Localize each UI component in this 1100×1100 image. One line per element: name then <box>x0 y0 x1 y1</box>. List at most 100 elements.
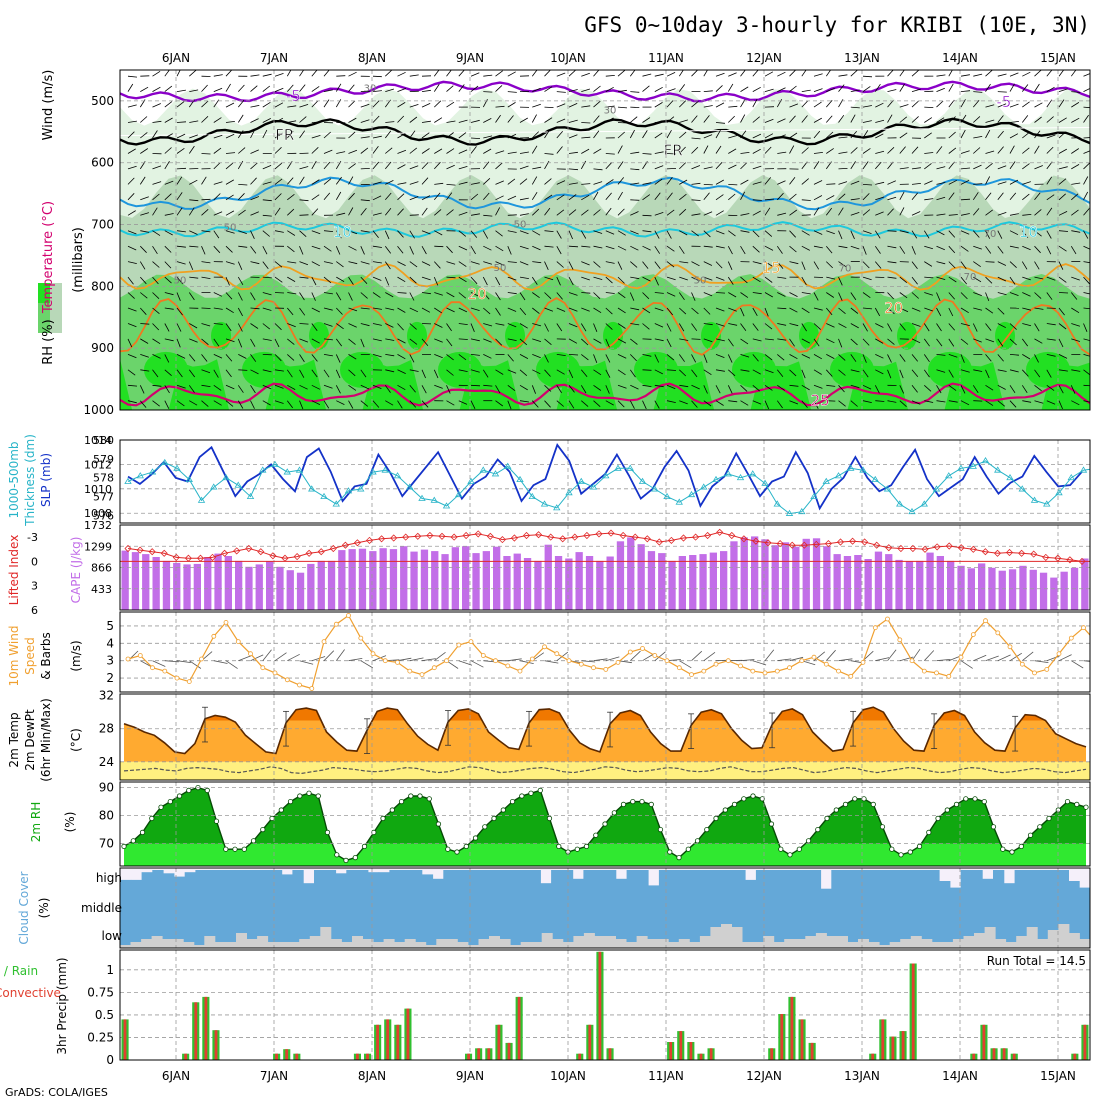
cloud-low-bar <box>341 942 353 948</box>
credit-label: GrADS: COLA/IGES <box>5 1086 108 1099</box>
barb <box>335 385 341 394</box>
barb <box>237 261 243 270</box>
barb <box>360 246 365 255</box>
barb <box>826 183 836 185</box>
cloud-high-bar <box>831 870 843 892</box>
wind10-barb <box>703 651 716 662</box>
barb <box>409 261 418 268</box>
barb <box>140 196 149 201</box>
barb <box>850 89 860 92</box>
cloud-labels: Cloud Cover (%) <box>17 871 51 944</box>
barb <box>642 354 652 357</box>
barb <box>1046 384 1055 391</box>
barb <box>936 245 945 251</box>
y-tick-rh-90: 90 <box>99 781 114 795</box>
barb <box>360 103 370 108</box>
wind10-barb <box>1058 654 1072 662</box>
barb <box>176 261 186 265</box>
li-marker <box>148 548 156 556</box>
barb <box>483 338 492 343</box>
barb <box>703 261 713 266</box>
barb <box>299 276 309 279</box>
barb <box>948 338 955 347</box>
barb <box>311 245 321 250</box>
barb <box>960 99 966 108</box>
barb <box>654 261 661 269</box>
barb <box>752 369 761 375</box>
y-tick-slp-1008: 1008 <box>84 507 112 520</box>
barb <box>1046 354 1056 357</box>
precip-conv-bar <box>911 963 915 1060</box>
li-marker <box>692 533 700 541</box>
barb <box>189 230 198 235</box>
barb <box>936 307 942 317</box>
wind10-barb <box>1046 655 1061 662</box>
barb <box>348 384 357 391</box>
wind10-barb <box>1022 651 1034 662</box>
barb <box>777 192 784 201</box>
barb <box>630 276 640 280</box>
barb <box>152 165 162 170</box>
barb <box>666 168 677 170</box>
barb <box>1070 292 1078 300</box>
barb <box>311 147 319 154</box>
barb <box>336 151 346 154</box>
barb <box>299 214 309 216</box>
thickness-marker <box>442 502 451 509</box>
barb <box>973 147 981 154</box>
barb <box>519 197 529 201</box>
barb <box>960 230 970 235</box>
barb <box>507 276 517 281</box>
wind10-barbs <box>127 648 1090 669</box>
barb <box>838 354 846 361</box>
barb <box>985 70 993 77</box>
barb <box>654 102 663 108</box>
barb <box>507 133 517 139</box>
barb <box>470 338 480 342</box>
barb <box>911 70 919 77</box>
barb <box>335 83 342 92</box>
barb <box>911 167 921 170</box>
barb <box>960 90 971 92</box>
barb <box>262 85 271 92</box>
barb <box>372 161 380 170</box>
thickness-marker <box>136 472 144 479</box>
rh-layer-3 <box>120 358 1090 410</box>
barb <box>679 369 687 377</box>
barb <box>385 323 394 328</box>
rh2m-point <box>685 846 691 852</box>
barb <box>176 207 183 216</box>
barb <box>434 323 443 328</box>
li-line <box>127 531 1083 562</box>
barb <box>605 354 611 363</box>
barb <box>581 88 591 92</box>
barb <box>887 100 894 108</box>
barb <box>323 161 331 170</box>
cape-bar <box>348 549 356 610</box>
barb <box>936 182 946 185</box>
barb <box>1022 292 1031 297</box>
cloud-high-bar <box>195 870 207 892</box>
cloud-high-bar <box>184 872 196 892</box>
cloud-low-bar <box>1016 936 1028 948</box>
barb <box>434 354 443 359</box>
barb <box>666 130 672 139</box>
cape-bar <box>317 560 325 610</box>
barb <box>507 214 517 216</box>
barb <box>740 152 750 154</box>
barb <box>262 323 271 330</box>
cloud-low-bar <box>636 936 648 948</box>
precip-label-conv: Convective <box>0 986 61 1000</box>
li-label: Lifted Index <box>7 535 21 606</box>
cape-bar <box>534 560 542 610</box>
precip-conv-bar <box>275 1053 278 1060</box>
precip-conv-bar <box>608 1048 612 1060</box>
barb <box>139 385 145 394</box>
barb <box>642 261 649 269</box>
barb <box>384 261 391 270</box>
barb <box>262 261 269 270</box>
barb <box>1083 208 1090 216</box>
y-tick-precip-0.25: 0.25 <box>87 1030 114 1044</box>
barb <box>691 369 698 378</box>
barb <box>1034 292 1042 299</box>
